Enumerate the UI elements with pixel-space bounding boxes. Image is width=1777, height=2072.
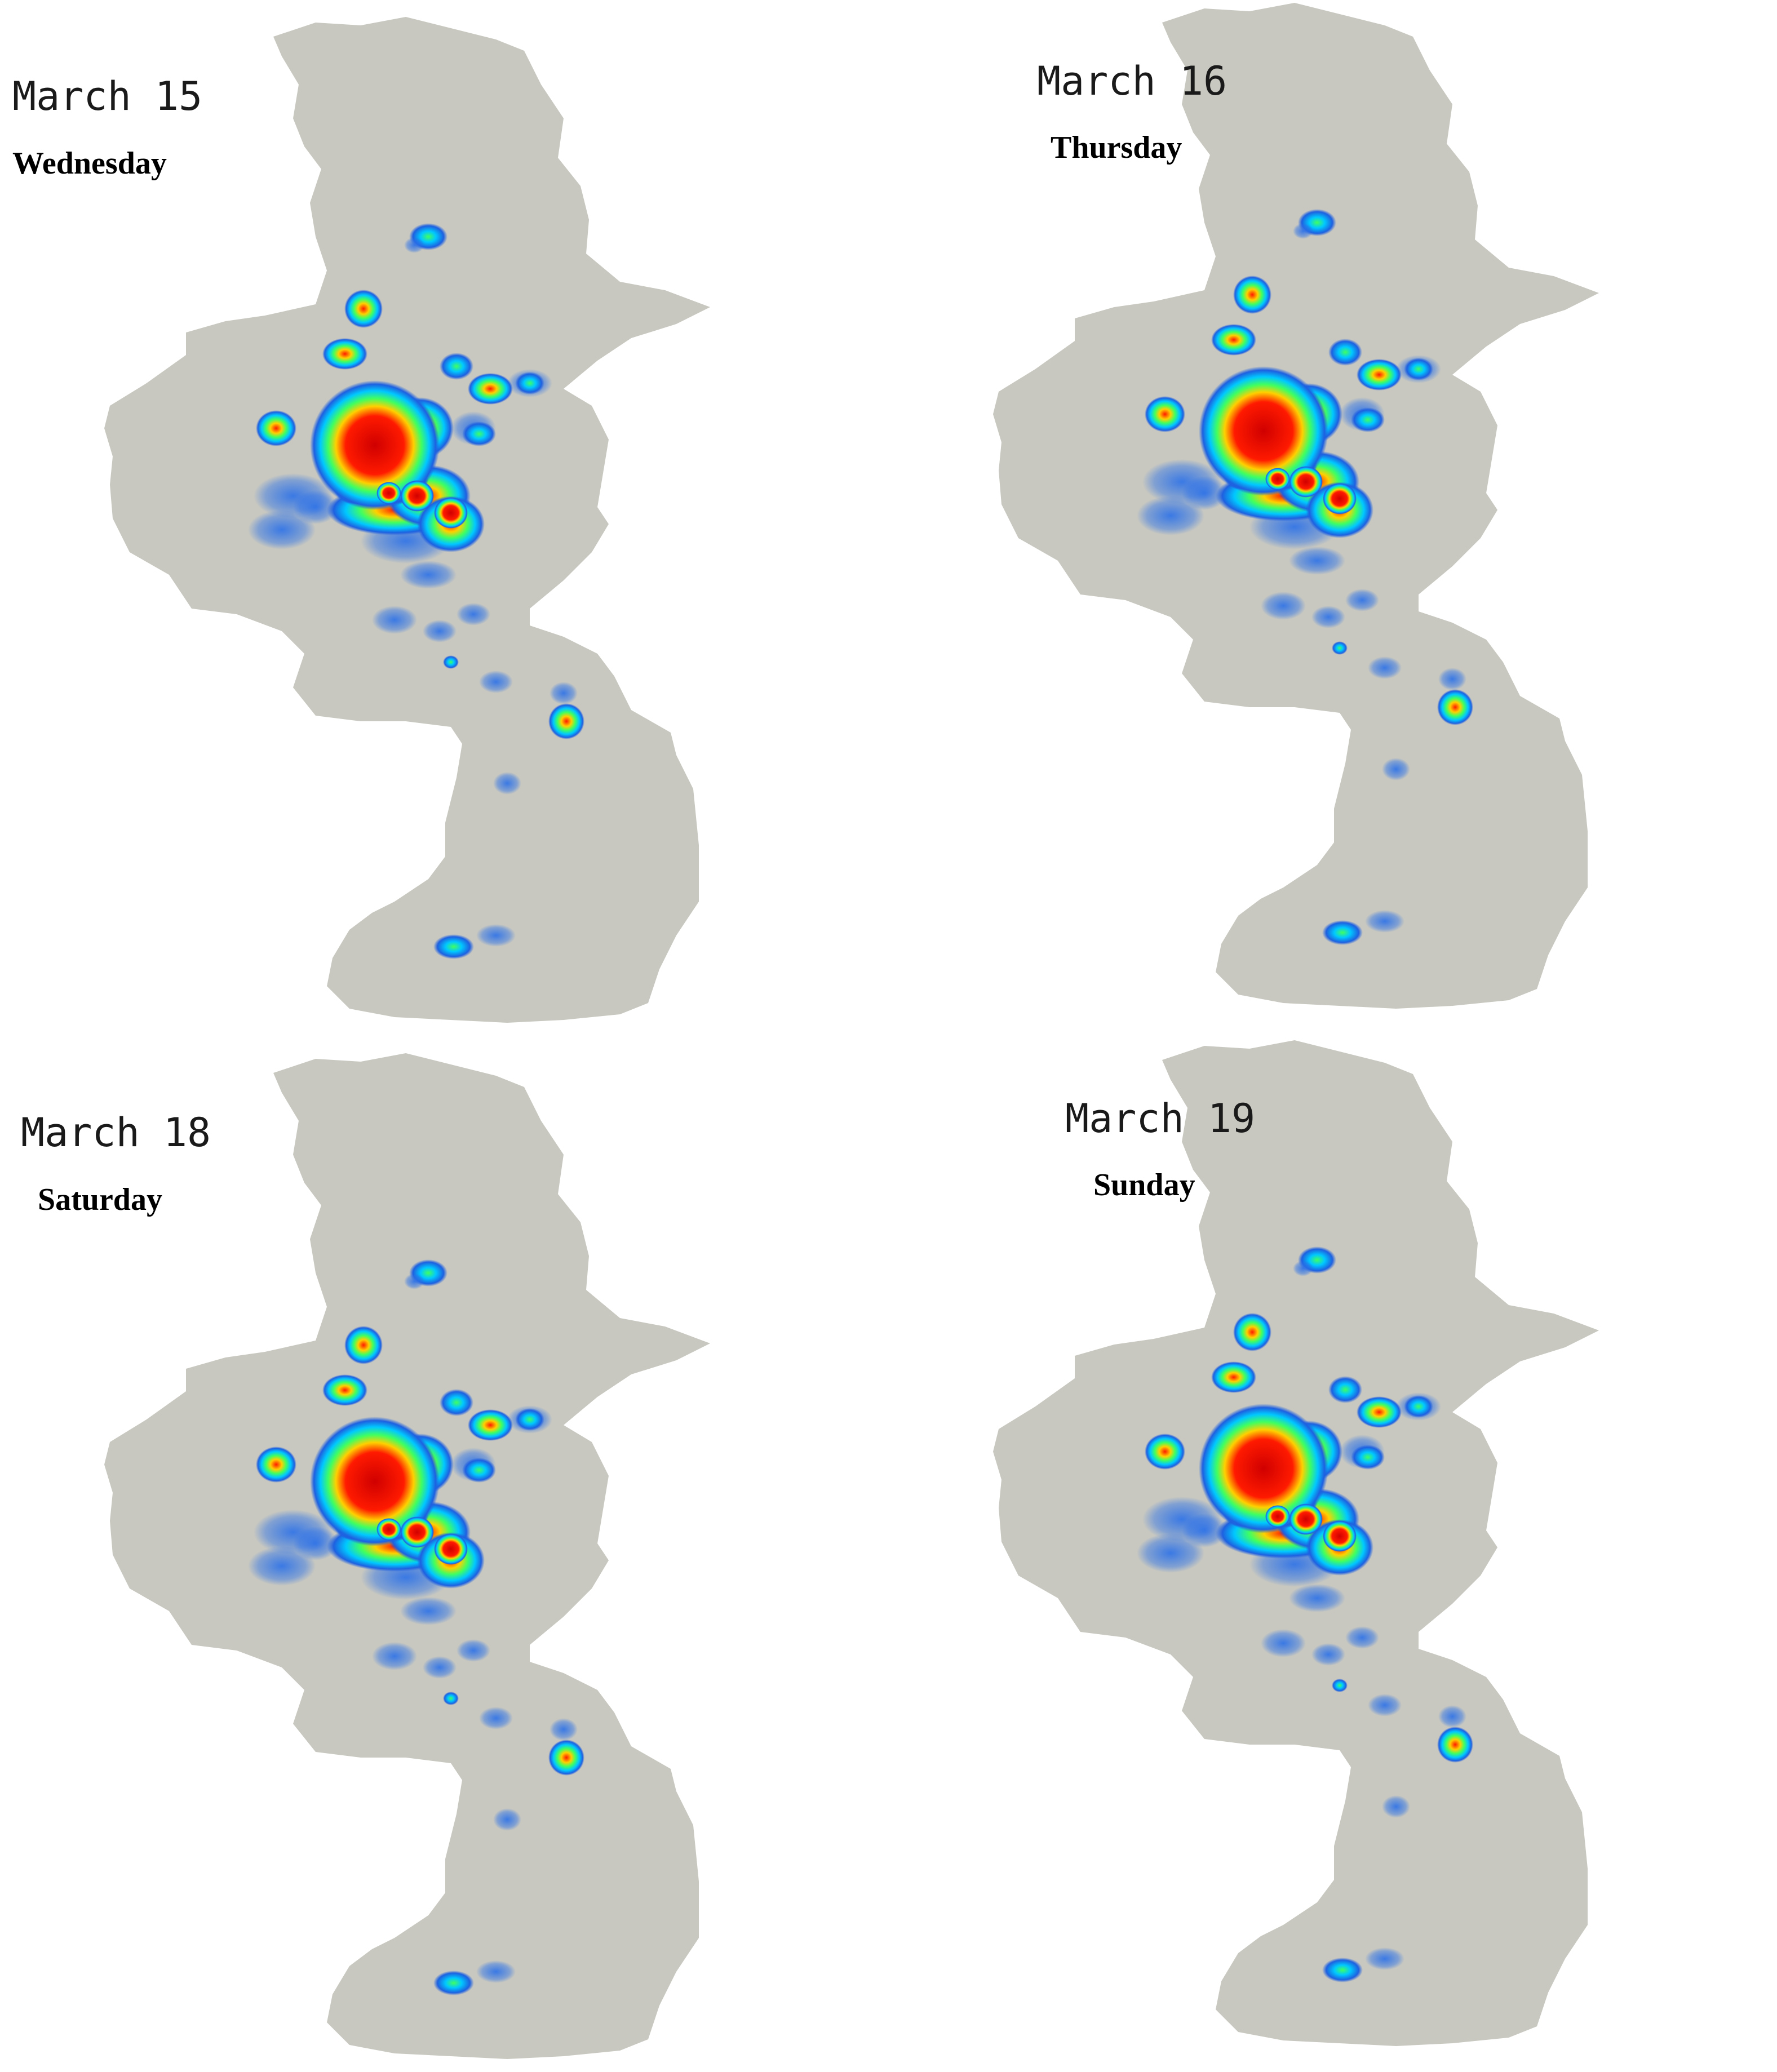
- date-label: March 16: [1037, 58, 1227, 104]
- map-panel-march-18: March 18 Saturday: [0, 1036, 888, 2072]
- heatmap: [993, 1040, 1599, 2046]
- heatmap: [993, 3, 1599, 1009]
- date-label: March 19: [1065, 1095, 1256, 1142]
- date-label: March 18: [21, 1110, 211, 1156]
- map-panel-march-15: March 15 Wednesday: [0, 0, 888, 1036]
- weekday-label: Saturday: [38, 1182, 162, 1217]
- map-panel-march-16: March 16 Thursday: [889, 0, 1777, 1022]
- map-panel-march-19: March 19 Sunday: [889, 1023, 1777, 2059]
- weekday-label: Sunday: [1093, 1168, 1195, 1203]
- date-label: March 15: [12, 73, 203, 119]
- weekday-label: Wednesday: [12, 146, 167, 181]
- weekday-label: Thursday: [1051, 130, 1182, 165]
